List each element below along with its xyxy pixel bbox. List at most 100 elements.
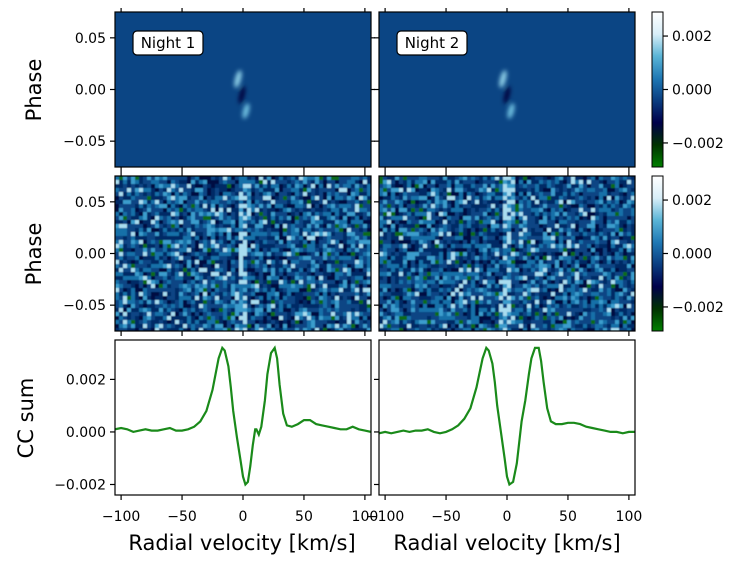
noise-cell <box>555 200 560 205</box>
noise-cell <box>327 244 332 249</box>
noise-cell <box>227 248 232 253</box>
noise-cell <box>547 240 552 245</box>
noise-cell <box>483 268 488 273</box>
noise-cell <box>151 300 156 305</box>
noise-cell <box>383 304 388 309</box>
noise-cell <box>531 192 536 197</box>
noise-cell <box>471 308 476 313</box>
noise-cell <box>423 280 428 285</box>
noise-cell <box>223 212 228 217</box>
noise-cell <box>599 316 604 321</box>
noise-cell <box>419 212 424 217</box>
noise-cell <box>339 188 344 193</box>
noise-cell <box>627 276 632 281</box>
noise-cell <box>471 292 476 297</box>
noise-cell <box>503 244 508 249</box>
noise-cell <box>187 304 192 309</box>
noise-cell <box>167 308 172 313</box>
noise-cell <box>423 256 428 261</box>
noise-cell <box>135 272 140 277</box>
noise-cell <box>507 176 512 181</box>
noise-cell <box>435 232 440 237</box>
noise-cell <box>263 228 268 233</box>
noise-cell <box>511 272 516 277</box>
noise-cell <box>443 276 448 281</box>
noise-cell <box>359 176 364 181</box>
noise-cell <box>159 264 164 269</box>
noise-cell <box>203 236 208 241</box>
noise-cell <box>115 244 120 249</box>
noise-cell <box>571 296 576 301</box>
noise-cell <box>131 200 136 205</box>
noise-cell <box>151 256 156 261</box>
noise-cell <box>479 228 484 233</box>
noise-cell <box>471 200 476 205</box>
noise-cell <box>351 220 356 225</box>
noise-cell <box>415 300 420 305</box>
noise-cell <box>283 296 288 301</box>
noise-cell <box>315 300 320 305</box>
noise-cell <box>423 200 428 205</box>
noise-cell <box>379 192 384 197</box>
noise-cell <box>511 288 516 293</box>
noise-cell <box>447 184 452 189</box>
noise-cell <box>279 308 284 313</box>
noise-cell <box>463 300 468 305</box>
noise-cell <box>119 300 124 305</box>
noise-cell <box>363 184 368 189</box>
noise-cell <box>239 296 244 301</box>
noise-cell <box>591 236 596 241</box>
noise-cell <box>447 240 452 245</box>
noise-cell <box>455 316 460 321</box>
noise-cell <box>351 276 356 281</box>
noise-cell <box>439 284 444 289</box>
noise-cell <box>531 212 536 217</box>
noise-cell <box>223 264 228 269</box>
noise-cell <box>295 300 300 305</box>
noise-cell <box>623 236 628 241</box>
noise-cell <box>535 268 540 273</box>
noise-cell <box>527 200 532 205</box>
noise-cell <box>443 240 448 245</box>
noise-cell <box>379 284 384 289</box>
noise-cell <box>399 196 404 201</box>
noise-cell <box>627 300 632 305</box>
noise-cell <box>475 216 480 221</box>
noise-cell <box>271 208 276 213</box>
noise-cell <box>423 180 428 185</box>
noise-cell <box>315 304 320 309</box>
noise-cell <box>315 324 320 329</box>
noise-cell <box>579 300 584 305</box>
noise-cell <box>135 248 140 253</box>
noise-cell <box>247 308 252 313</box>
noise-cell <box>367 200 371 205</box>
noise-cell <box>391 304 396 309</box>
noise-cell <box>383 220 388 225</box>
noise-cell <box>403 312 408 317</box>
noise-cell <box>607 216 612 221</box>
noise-cell <box>147 272 152 277</box>
noise-cell <box>123 240 128 245</box>
noise-cell <box>571 248 576 253</box>
noise-cell <box>403 328 408 331</box>
noise-cell <box>323 232 328 237</box>
noise-cell <box>291 320 296 325</box>
noise-cell <box>559 312 564 317</box>
noise-cell <box>175 244 180 249</box>
noise-cell <box>539 240 544 245</box>
noise-cell <box>159 296 164 301</box>
noise-cell <box>183 216 188 221</box>
noise-cell <box>291 216 296 221</box>
noise-cell <box>451 176 456 181</box>
noise-cell <box>631 320 635 325</box>
noise-cell <box>255 216 260 221</box>
noise-cell <box>527 284 532 289</box>
noise-cell <box>223 236 228 241</box>
noise-cell <box>139 308 144 313</box>
noise-cell <box>131 280 136 285</box>
noise-cell <box>575 180 580 185</box>
noise-cell <box>599 300 604 305</box>
noise-cell <box>567 204 572 209</box>
noise-cell <box>531 236 536 241</box>
noise-cell <box>435 252 440 257</box>
